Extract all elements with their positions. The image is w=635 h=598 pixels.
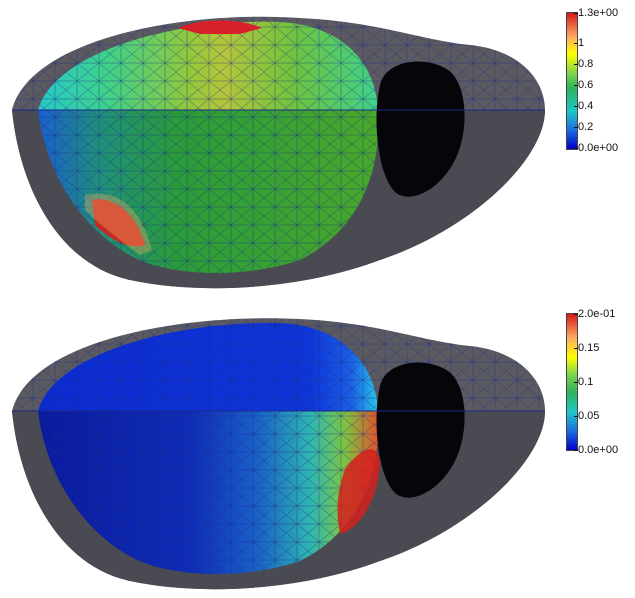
bottom-tick-4: 0.0e+00 (573, 444, 619, 456)
bottom-tick-2: 0.1 (573, 376, 594, 388)
top-tick-5: 0.2 (573, 121, 594, 133)
top-tick-3: 0.6 (573, 79, 594, 91)
top-tick-0: 1.3e+00 (573, 7, 619, 19)
hole (376, 61, 465, 197)
bottom-tick-1: 0.15 (573, 342, 600, 354)
top-tick-4: 0.4 (573, 100, 594, 112)
bottom-panel: 2.0e-01 0.15 0.1 0.05 0.0e+00 (0, 299, 635, 598)
top-mesh-render (12, 16, 545, 289)
bottom-tick-3: 0.05 (573, 410, 600, 422)
bottom-mesh-render (12, 318, 545, 590)
bottom-hotspot (337, 449, 380, 534)
bottom-hole (376, 362, 465, 498)
bottom-tick-0: 2.0e-01 (573, 308, 616, 320)
top-colorbar (566, 12, 578, 150)
hotspot (92, 199, 145, 247)
top-tick-6: 0.0e+00 (573, 142, 619, 154)
top-panel: 1.3e+00 1 0.8 0.6 0.4 0.2 0.0e+00 (12, 7, 619, 289)
top-tick-2: 0.8 (573, 58, 594, 70)
top-tick-1: 1 (573, 37, 585, 49)
